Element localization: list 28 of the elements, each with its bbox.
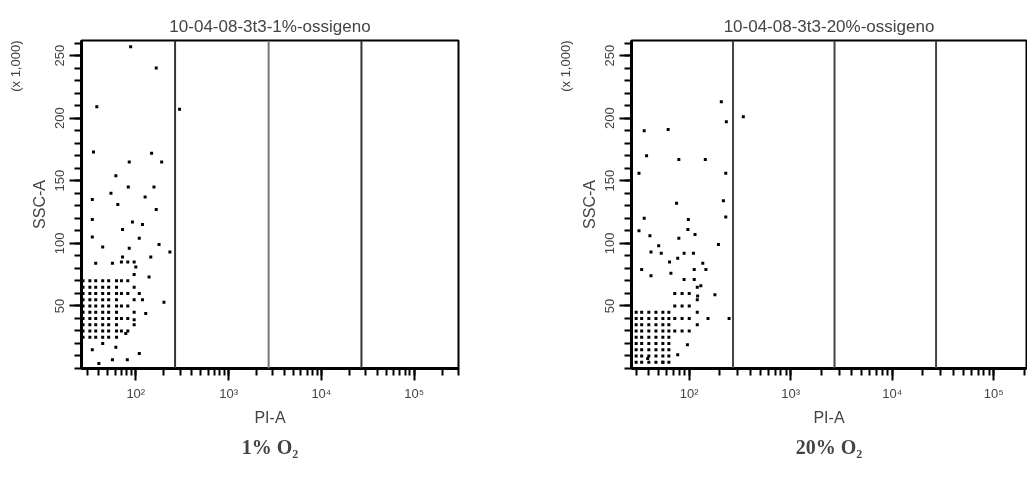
y-tick-label: 200 (602, 107, 618, 129)
text: 1% O₂ (241, 435, 299, 458)
y-axis-title: SSC-A (580, 179, 598, 229)
x-tick-label: 10² (679, 385, 700, 401)
x-tick-label: 10⁵ (404, 385, 425, 401)
chart-title: 10-04-08-3t3-1%-ossigeno (169, 16, 371, 36)
y-tick-label: 150 (602, 169, 618, 192)
x-axis-title: PI-A (813, 408, 845, 426)
y-tick-label: 50 (602, 298, 618, 314)
x-tick-label: 10⁴ (882, 385, 903, 401)
y-tick-label: 200 (52, 107, 68, 129)
x-tick-label: 10⁵ (983, 385, 1004, 401)
x-tick-label: 10² (126, 385, 146, 401)
chart-title: 10-04-08-3t3-20%-ossigeno (723, 16, 935, 36)
text: (x 1,000) (7, 40, 23, 92)
y-tick-label: 150 (52, 169, 68, 192)
x-tick-label: 10³ (219, 385, 239, 401)
y-tick-label: 100 (52, 232, 68, 255)
x-axis-title: PI-A (254, 408, 286, 426)
y-tick-label: 250 (602, 44, 618, 67)
text: 20% O₂ (795, 435, 863, 458)
y-tick-label: 50 (52, 298, 68, 314)
y-tick-label: 100 (602, 232, 618, 255)
x-tick-label: 10³ (781, 385, 801, 401)
x-tick-label: 10⁴ (311, 385, 332, 401)
y-axis-title: SSC-A (30, 179, 48, 229)
text: (x 1,000) (557, 40, 573, 92)
y-tick-label: 250 (52, 44, 68, 67)
